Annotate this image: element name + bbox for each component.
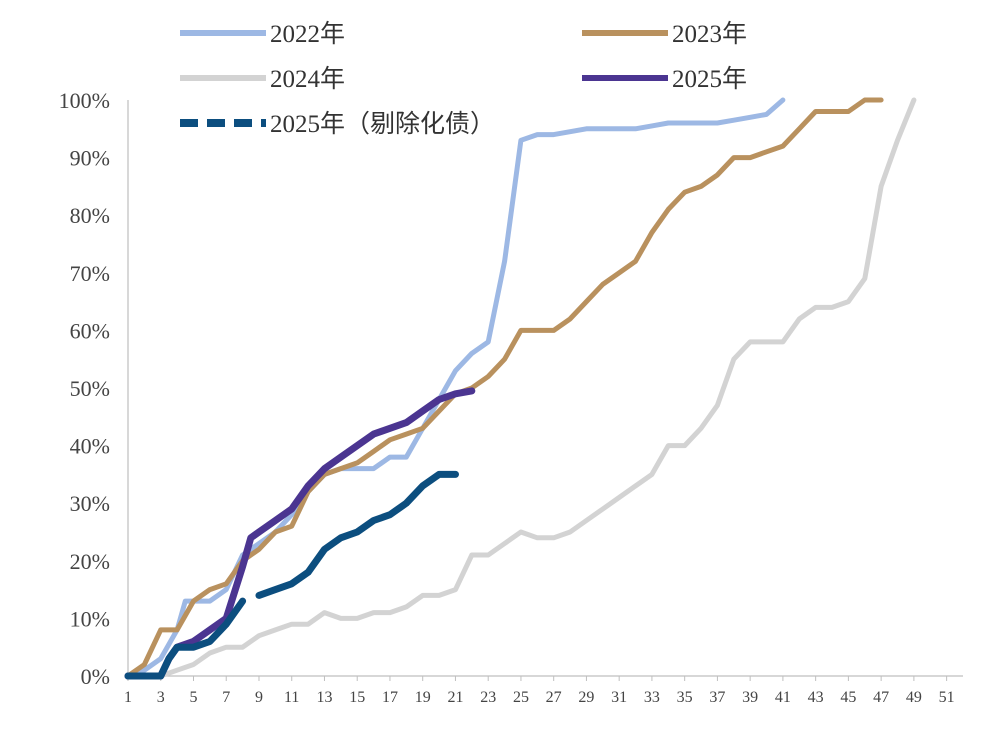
y-tick-label: 20%	[70, 549, 110, 574]
x-tick-label: 15	[349, 689, 365, 706]
series-3-segment	[125, 97, 917, 679]
plot-area	[124, 97, 917, 680]
y-axis: 0% 10% 20% 30% 40% 50% 60% 70% 80% 90% 100%	[59, 88, 129, 689]
x-tick-label: 19	[415, 689, 431, 706]
x-tick-label: 51	[939, 689, 955, 706]
x-tick-label: 23	[480, 689, 496, 706]
x-tick-label: 3	[157, 689, 165, 706]
x-tick-label: 49	[906, 689, 922, 706]
series-5-segment	[124, 597, 247, 680]
x-tick-label: 11	[284, 689, 299, 706]
x-tick-label: 17	[382, 689, 398, 706]
legend-item: 2025年（剔除化债）	[180, 110, 495, 138]
x-tick-label: 9	[255, 689, 263, 706]
x-tick-label: 45	[840, 689, 856, 706]
legend-label: 2025年（剔除化债）	[270, 110, 495, 138]
y-tick-label: 40%	[70, 434, 110, 459]
y-tick-label: 10%	[70, 606, 110, 631]
series-5-segment	[255, 470, 459, 599]
series-5-line	[124, 470, 459, 680]
legend-label: 2024年	[270, 65, 345, 93]
legend-label: 2025年	[672, 65, 747, 93]
legend-label: 2023年	[672, 20, 747, 48]
x-tick-label: 5	[189, 689, 197, 706]
legend-item: 2022年	[180, 20, 345, 48]
x-tick-label: 29	[578, 689, 594, 706]
x-tick-label: 27	[546, 689, 562, 706]
legend-label: 2022年	[270, 20, 345, 48]
series-2-line	[125, 97, 884, 679]
x-tick-label: 35	[677, 689, 693, 706]
x-tick-label: 31	[611, 689, 627, 706]
y-tick-label: 0%	[81, 664, 110, 689]
y-tick-label: 50%	[70, 376, 110, 401]
x-tick-label: 37	[709, 689, 725, 706]
y-tick-label: 30%	[70, 491, 110, 516]
series-1-line	[125, 97, 786, 679]
x-tick-label: 1	[124, 689, 132, 706]
x-tick-label: 41	[775, 689, 791, 706]
x-tick-label: 33	[644, 689, 660, 706]
y-tick-label: 70%	[70, 261, 110, 286]
x-axis: 1 3 5 7 9 11 13 15 17 19 21 23 25 27 29 31 33 35 37 39 41 43 4…	[124, 675, 963, 706]
series-1-segment	[125, 97, 786, 679]
y-tick-label: 90%	[70, 146, 110, 171]
x-tick-label: 7	[222, 689, 230, 706]
legend: 2022年 2023年 2024年 2025年 2025年（剔除化债）	[180, 20, 747, 138]
y-tick-label: 60%	[70, 318, 110, 343]
y-tick-label: 100%	[59, 88, 110, 113]
x-tick-label: 47	[873, 689, 889, 706]
legend-item: 2025年	[582, 65, 747, 93]
series-2-segment	[125, 97, 884, 679]
y-tick-label: 80%	[70, 203, 110, 228]
x-tick-label: 43	[808, 689, 824, 706]
series-3-line	[125, 97, 917, 679]
legend-item: 2023年	[582, 20, 747, 48]
x-tick-label: 25	[513, 689, 529, 706]
legend-item: 2024年	[180, 65, 345, 93]
x-tick-label: 13	[316, 689, 332, 706]
x-tick-label: 39	[742, 689, 758, 706]
x-tick-label: 21	[447, 689, 463, 706]
